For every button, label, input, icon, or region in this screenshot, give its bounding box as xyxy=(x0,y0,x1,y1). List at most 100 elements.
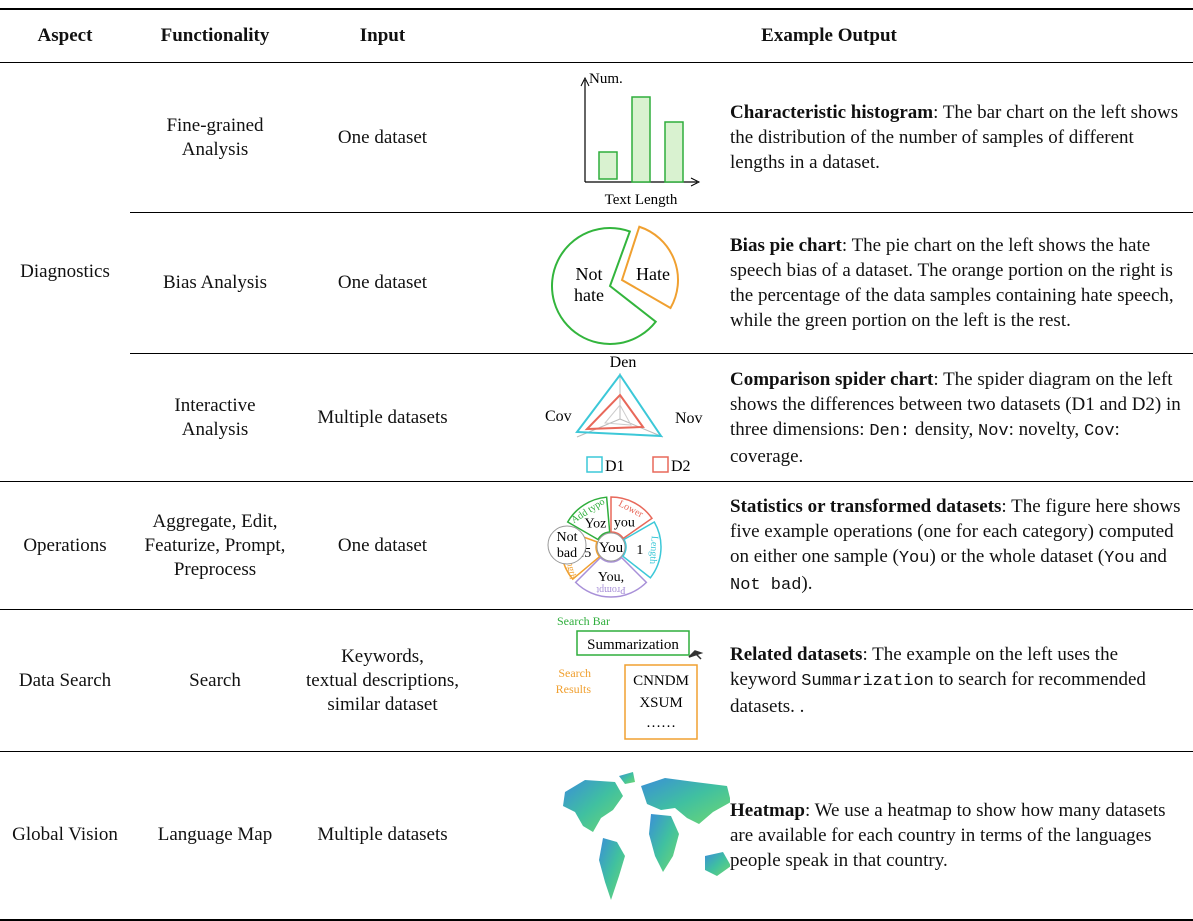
operation-segment xyxy=(610,495,654,539)
description-lead: Comparison spider chart xyxy=(730,368,934,390)
table-row: Bias Analysis One dataset Not hate Hate Bias … xyxy=(0,212,1193,354)
column-header: Functionality xyxy=(130,8,300,63)
description-text: : coverage. xyxy=(730,418,1120,467)
functionality-cell: Bias Analysis xyxy=(130,212,300,354)
description-lead: Heatmap xyxy=(730,799,805,821)
functionality-cell: Search xyxy=(130,609,300,752)
continent xyxy=(619,772,635,785)
table-body: Diagnostics Fine-grained Analysis One data… xyxy=(0,62,1193,921)
pie-label: hate xyxy=(574,285,604,305)
results-label: Results xyxy=(556,682,592,696)
operation-name: Length xyxy=(647,535,660,564)
axis-label: Nov xyxy=(675,410,703,427)
aspect-cell: Global Vision xyxy=(0,751,130,921)
legend-swatch xyxy=(586,455,603,473)
input-cell: One dataset xyxy=(300,62,465,213)
result-item: XSUM xyxy=(639,695,682,711)
inline-code: Den: xyxy=(869,421,911,441)
pie-slice xyxy=(620,224,679,309)
figure-cell xyxy=(465,751,731,921)
result-item: …… xyxy=(646,715,676,731)
description-cell: Bias pie chart: The pie chart on the lef… xyxy=(730,212,1193,354)
inline-code: You xyxy=(1104,548,1135,568)
table-row: Interactive Analysis Multiple datasets Den… xyxy=(0,353,1193,482)
dataset-output xyxy=(547,525,587,564)
description-text: ) or the whole dataset ( xyxy=(929,545,1105,567)
column-header: Input xyxy=(300,8,465,63)
figure-cell: Add typoYozLoweryouLength1PromptYou,Avg.… xyxy=(465,481,730,610)
description-lead: Bias pie chart xyxy=(730,235,842,256)
legend-swatch xyxy=(652,455,669,473)
description-text: : novelty, xyxy=(1008,418,1084,440)
center-label: You xyxy=(599,540,624,556)
inline-code: Not bad xyxy=(730,575,802,595)
description-text: to search for recommended datasets. . xyxy=(730,669,1146,717)
description-text: : The example on the left uses the keywo… xyxy=(730,644,1118,690)
continent xyxy=(563,780,623,833)
axis-label: Cov xyxy=(545,408,572,425)
functionality-cell: Aggregate, Edit, Featurize, Prompt, Prep… xyxy=(130,481,300,610)
table-row: Data Search Search Keywords, textual descr… xyxy=(0,609,1193,752)
dataset-label: bad xyxy=(557,546,577,561)
operation-output: You, xyxy=(598,570,624,585)
description-text: : The figure here shows five example ope… xyxy=(730,495,1181,567)
results-box xyxy=(624,663,698,740)
aspect-cell: Operations xyxy=(0,481,130,610)
description-text: : The spider diagram on the left shows t… xyxy=(730,368,1181,440)
operation-segment xyxy=(621,520,662,579)
spider-shape xyxy=(584,392,645,430)
legend-label: D2 xyxy=(671,458,691,475)
input-cell: One dataset xyxy=(300,212,465,354)
description-text: density, xyxy=(910,418,979,440)
figure-cell: Search Bar Summarization Search Results CNND… xyxy=(465,609,730,752)
pie-label: Hate xyxy=(636,264,670,284)
aspect-cell: Diagnostics xyxy=(0,62,130,482)
axis-label: Num. xyxy=(589,71,623,87)
result-item: CNNDM xyxy=(633,673,689,689)
operation-output: Yoz xyxy=(584,516,606,531)
description-lead: Statistics or transformed datasets xyxy=(730,495,1002,517)
description-lead: Characteristic histogram xyxy=(730,102,934,123)
column-header: Example Output xyxy=(465,8,1193,63)
description-cell: Comparison spider chart: The spider diag… xyxy=(730,353,1193,482)
aspect-cell: Data Search xyxy=(0,609,130,752)
input-cell: Multiple datasets xyxy=(300,353,465,482)
axis-label: Den xyxy=(610,355,637,371)
operation-segment xyxy=(574,556,648,598)
functionality-cell: Fine-grained Analysis xyxy=(130,62,300,213)
arrow xyxy=(580,76,590,86)
inline-code: Nov xyxy=(978,421,1009,441)
figure-cell: Not hate Hate xyxy=(465,212,730,354)
description-cell: Characteristic histogram: The bar chart … xyxy=(730,62,1193,213)
operation-name: Prompt xyxy=(596,584,626,595)
pie-slice xyxy=(551,226,658,345)
description-cell: Heatmap: We use a heatmap to show how ma… xyxy=(730,751,1193,921)
example-figure xyxy=(563,772,731,901)
operation-output: 1 xyxy=(636,543,643,558)
inline-code: Summarization xyxy=(801,672,934,691)
header-row: Aspect Functionality Input Example Outpu… xyxy=(0,8,1193,63)
continent xyxy=(599,838,625,901)
dataset-label: Not xyxy=(557,530,578,545)
axis-label: Text Length xyxy=(605,192,678,208)
description-text: ). xyxy=(801,572,813,594)
inline-code: You xyxy=(898,548,930,568)
hist-bar xyxy=(664,120,684,183)
hist-bar xyxy=(598,150,618,180)
arrow xyxy=(690,177,701,186)
description-text: : We use a heatmap to show how many data… xyxy=(730,799,1166,871)
example-figure: Num. Text Length xyxy=(580,71,701,208)
spider-shape xyxy=(575,372,663,437)
input-cell: One dataset xyxy=(300,481,465,610)
cursor xyxy=(688,649,704,660)
continent xyxy=(705,852,731,877)
figure-cell: Den Nov Cov D1 D2 xyxy=(465,353,730,482)
search-query: Summarization xyxy=(587,637,679,653)
example-figure: Add typoYozLoweryouLength1PromptYou,Avg.… xyxy=(547,495,662,598)
description-cell: Statistics or transformed datasets: The … xyxy=(730,481,1193,610)
input-cell: Multiple datasets xyxy=(300,751,465,921)
results-label: Search xyxy=(558,666,591,680)
description-text: : The pie chart on the left shows the ha… xyxy=(730,235,1174,331)
